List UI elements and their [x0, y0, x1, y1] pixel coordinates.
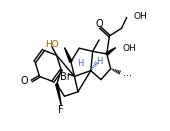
Text: ···: ··· [123, 71, 132, 81]
Text: H: H [97, 57, 103, 66]
Text: OH: OH [134, 12, 147, 21]
Text: O: O [21, 76, 29, 86]
Polygon shape [64, 48, 72, 62]
Polygon shape [56, 84, 61, 105]
Text: H: H [77, 59, 83, 68]
Text: HO: HO [45, 40, 59, 50]
Polygon shape [106, 48, 116, 55]
Text: Br: Br [60, 72, 71, 82]
Text: OH: OH [123, 44, 137, 53]
Text: O: O [95, 19, 103, 29]
Text: F: F [58, 105, 64, 115]
